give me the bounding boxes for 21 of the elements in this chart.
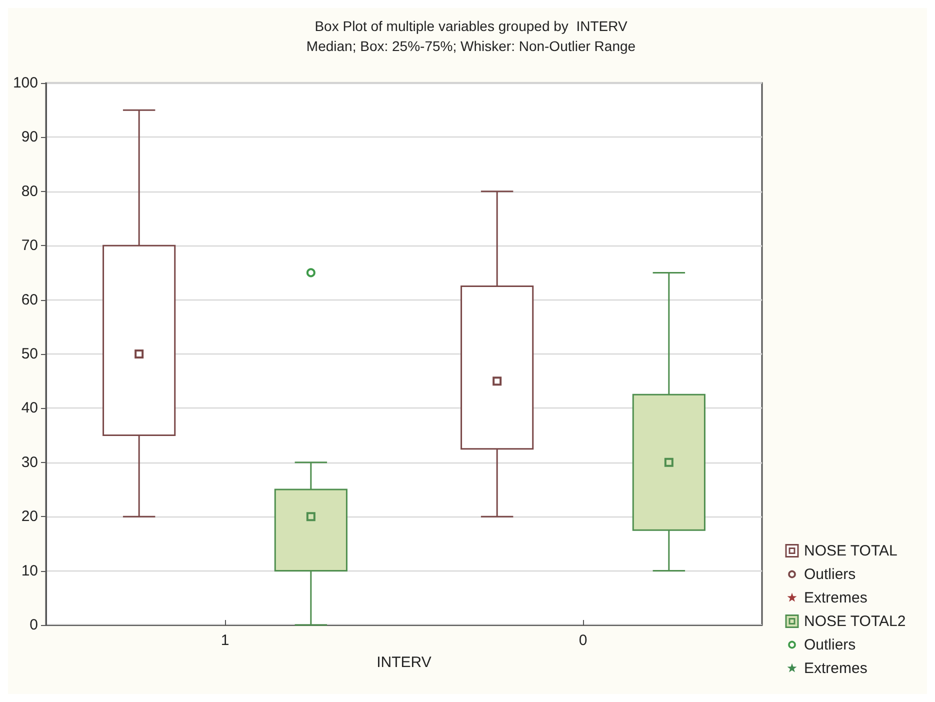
y-tick-label: 90 (21, 128, 38, 146)
legend-label: Extremes (804, 589, 868, 606)
y-tick-label: 20 (21, 508, 38, 526)
legend-label: Outliers (804, 636, 856, 654)
y-tick-label: 0 (30, 616, 38, 634)
y-tick-label: 100 (12, 74, 38, 92)
legend-label: NOSE TOTAL (804, 542, 898, 560)
y-tick-label: 50 (21, 346, 38, 362)
y-tick-label: 30 (21, 454, 38, 471)
legend-label: Extremes (804, 660, 868, 677)
chart-title: Box Plot of multiple variables grouped by INTERV (314, 18, 628, 34)
y-tick-label: 60 (21, 291, 38, 308)
y-tick-label: 40 (21, 400, 38, 417)
y-tick-label: 80 (21, 182, 38, 200)
y-tick-label: 70 (21, 237, 38, 254)
chart-subtitle: Median; Box: 25%-75%; Whisker: Non-Outlier Range (306, 38, 636, 54)
x-axis-title: INTERV (376, 654, 432, 671)
legend-label: Outliers (804, 566, 856, 583)
legend-label: NOSE TOTAL2 (804, 612, 906, 630)
x-tick-label: 1 (220, 632, 230, 649)
y-tick-label: 10 (21, 562, 38, 580)
